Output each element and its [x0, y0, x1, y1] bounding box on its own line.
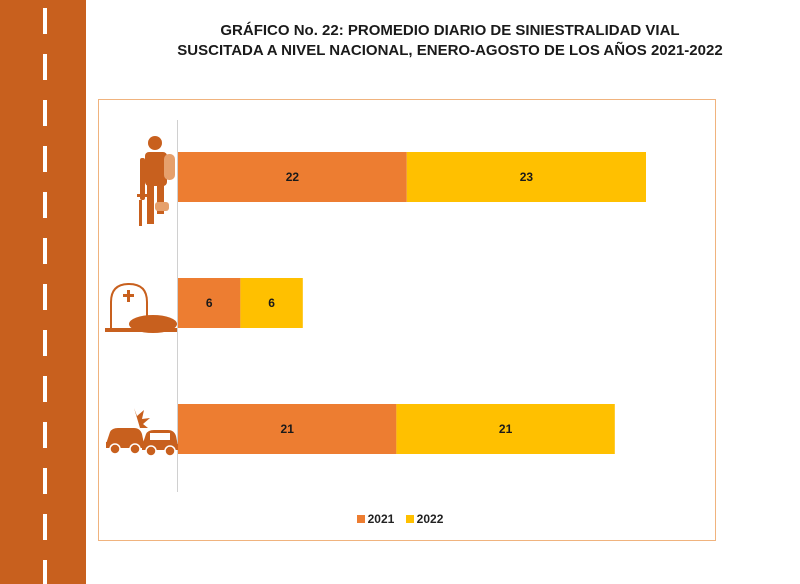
bar-2021-siniestros: [178, 404, 397, 454]
bar-2021-fallecidos: [178, 278, 241, 328]
category-axis: [177, 120, 178, 492]
legend-swatch-2022: [405, 515, 414, 523]
legend-label-2021: 2021: [367, 512, 395, 526]
data-label-2021-fallecidos: 6: [206, 296, 213, 310]
chart-legend: 2021 2022: [0, 512, 800, 526]
legend-label-2022: 2022: [416, 512, 444, 526]
bar-2021-lesionados: [178, 152, 407, 202]
chart-title-line-1: GRÁFICO No. 22: PROMEDIO DIARIO DE SINIE…: [220, 22, 680, 39]
car-crash-icon: [106, 408, 178, 456]
legend-item-2021: 2021: [356, 512, 395, 526]
chart-title-line-2: SUSCITADA A NIVEL NACIONAL, ENERO-AGOSTO…: [177, 42, 723, 59]
bar-2022-fallecidos: [240, 278, 303, 328]
chart-frame: [98, 99, 716, 541]
data-label-2022-fallecidos: 6: [268, 296, 275, 310]
legend-item-2022: 2022: [405, 512, 444, 526]
data-label-2022-lesionados: 23: [520, 170, 534, 184]
bar-2022-lesionados: [406, 152, 646, 202]
road-decoration: [0, 0, 92, 584]
grave-icon: [105, 282, 177, 333]
legend-swatch-2021: [356, 515, 365, 523]
injured-person-icon: [137, 136, 175, 226]
data-label-2021-siniestros: 21: [281, 422, 295, 436]
bar-2022-siniestros: [396, 404, 615, 454]
data-label-2022-siniestros: 21: [499, 422, 513, 436]
data-label-2021-lesionados: 22: [286, 170, 300, 184]
